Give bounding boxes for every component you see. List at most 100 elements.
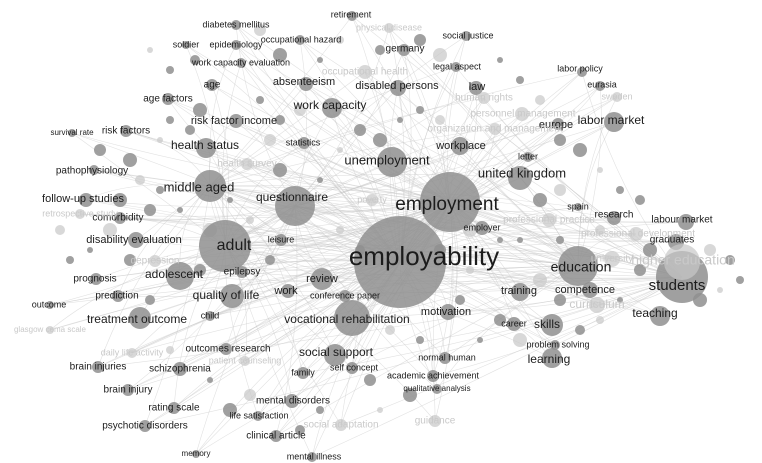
node-review bbox=[311, 268, 333, 290]
label-adult: adult bbox=[217, 237, 252, 254]
node-teaching bbox=[650, 306, 670, 326]
node-mental-illness bbox=[307, 452, 317, 462]
label-leisure: leisure bbox=[268, 234, 295, 244]
label-soldier: soldier bbox=[173, 39, 200, 49]
label-learning: learning bbox=[528, 352, 571, 366]
node-training bbox=[511, 283, 529, 301]
network-node bbox=[377, 407, 383, 413]
label-review: review bbox=[306, 273, 338, 285]
label-graduates: graduates bbox=[650, 235, 694, 246]
label-epidemiology: epidemiology bbox=[209, 39, 263, 49]
label-labor-market: labor market bbox=[578, 113, 645, 127]
node-schizophrenia bbox=[173, 362, 187, 376]
label-health-status: health status bbox=[171, 138, 239, 152]
network-node bbox=[516, 76, 524, 84]
node-epidemiology bbox=[231, 40, 241, 50]
network-node bbox=[375, 45, 385, 55]
network-node bbox=[66, 256, 74, 264]
network-edge bbox=[209, 97, 485, 187]
network-node bbox=[494, 314, 506, 326]
network-node bbox=[156, 186, 164, 194]
node-disability-evaluation bbox=[128, 232, 144, 248]
network-node bbox=[166, 66, 174, 74]
network-node bbox=[373, 133, 387, 147]
network-node bbox=[385, 325, 395, 335]
network-edge bbox=[351, 276, 683, 319]
node-adolescent bbox=[166, 262, 194, 290]
network-edge bbox=[483, 97, 683, 278]
node-epilepsy bbox=[236, 266, 248, 278]
network-edge bbox=[432, 276, 683, 377]
label-pathophysiology: pathophysiology bbox=[56, 166, 128, 177]
network-node bbox=[94, 144, 106, 156]
label-outcomes-research: outcomes research bbox=[185, 344, 270, 355]
label-training: training bbox=[501, 285, 537, 297]
node-law bbox=[469, 81, 483, 95]
network-edge bbox=[311, 276, 683, 458]
label-human-rights: human rights bbox=[455, 93, 513, 104]
node-vocational-rehabilitation bbox=[334, 300, 370, 336]
network-edge bbox=[154, 201, 451, 262]
label-career: career bbox=[501, 318, 527, 328]
network-edge bbox=[209, 66, 457, 187]
node-depression bbox=[149, 255, 161, 267]
node-comorbidity bbox=[114, 212, 126, 224]
node-health-survey bbox=[241, 158, 253, 170]
node-absenteeism bbox=[299, 77, 313, 91]
network-node bbox=[336, 36, 344, 44]
label-europe: europe bbox=[539, 119, 573, 131]
label-curriculum: curriculum bbox=[569, 297, 624, 311]
network-edge bbox=[167, 98, 296, 207]
network-edge bbox=[241, 201, 451, 273]
label-quality-of-life: quality of life bbox=[193, 288, 260, 302]
node-retirement bbox=[347, 11, 357, 21]
network-node bbox=[397, 117, 403, 123]
node-labor-market bbox=[604, 112, 624, 132]
node-competence bbox=[582, 282, 598, 298]
network-edge bbox=[71, 132, 401, 263]
label-mental-illness: mental illness bbox=[287, 451, 342, 461]
node-questionnaire bbox=[275, 186, 315, 226]
node-workplace bbox=[451, 137, 469, 155]
network-node bbox=[294, 104, 306, 116]
network-edge bbox=[185, 44, 226, 247]
node-prediction bbox=[112, 290, 124, 302]
label-outcome: outcome bbox=[32, 299, 67, 309]
network-node bbox=[595, 225, 605, 235]
label-brain-injuries: brain injuries bbox=[70, 362, 127, 373]
label-risk-factor-income: risk factor income bbox=[191, 115, 277, 127]
label-treatment-outcome: treatment outcome bbox=[87, 312, 187, 326]
node-survival-rate bbox=[68, 129, 76, 137]
node-outcome bbox=[46, 301, 54, 309]
network-node bbox=[513, 333, 527, 347]
node-letter bbox=[523, 152, 533, 162]
label-employer: employer bbox=[463, 222, 500, 232]
label-sweden: sweden bbox=[601, 91, 632, 101]
node-retrospective-study bbox=[75, 209, 85, 219]
label-disability-evaluation: disability evaluation bbox=[86, 234, 181, 246]
label-law: law bbox=[469, 81, 486, 93]
node-middle-aged bbox=[194, 170, 226, 202]
network-nodes bbox=[46, 11, 744, 462]
label-united-kingdom: united kingdom bbox=[478, 165, 566, 180]
network-node bbox=[556, 236, 564, 244]
network-node bbox=[264, 134, 276, 146]
network-node bbox=[113, 193, 127, 207]
node-labour-market bbox=[678, 214, 694, 230]
network-node bbox=[157, 137, 163, 143]
node-employer bbox=[475, 221, 489, 235]
label-physical-disease: physical disease bbox=[356, 22, 422, 32]
node-university bbox=[604, 251, 620, 267]
label-retirement: retirement bbox=[331, 9, 372, 19]
label-students: students bbox=[649, 277, 706, 294]
node-occupational-health bbox=[358, 65, 372, 79]
node-mental-disorders bbox=[285, 394, 299, 408]
network-node bbox=[223, 403, 237, 417]
node-memory bbox=[192, 450, 200, 458]
node-physical-disease bbox=[384, 23, 394, 33]
label-occupational-hazard: occupational hazard bbox=[261, 34, 342, 44]
network-node bbox=[517, 237, 523, 243]
label-professional-practice: professional practice bbox=[503, 215, 595, 226]
network-edge bbox=[209, 185, 313, 458]
network-node bbox=[634, 264, 646, 276]
